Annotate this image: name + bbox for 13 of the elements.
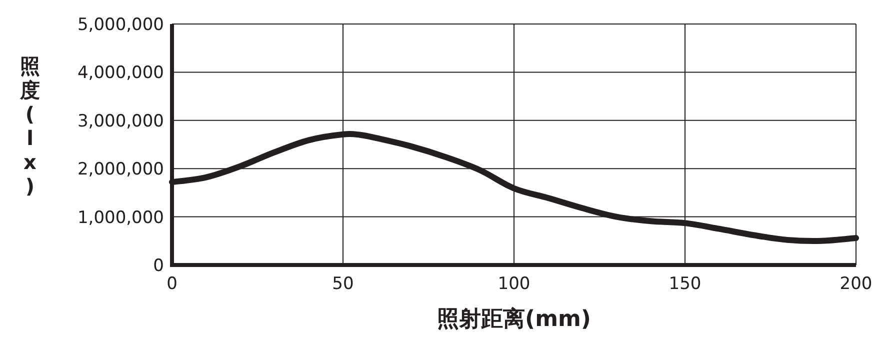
y-tick-label: 2,000,000 [77, 160, 164, 180]
y-tick-label: 3,000,000 [77, 111, 164, 132]
x-axis-title: 照射距离(mm) [437, 306, 591, 332]
x-tick-label: 150 [668, 274, 702, 294]
y-tick-label: 5,000,000 [77, 15, 164, 35]
y-tick-label: 1,000,000 [77, 208, 164, 228]
y-tick-label: 0 [153, 256, 164, 276]
x-tick-label: 0 [166, 274, 178, 294]
x-tick-label: 100 [498, 274, 530, 294]
x-tick-label: 50 [332, 274, 354, 294]
x-tick-label: 200 [840, 274, 872, 294]
y-axis-title: 照度(lx) [19, 54, 40, 198]
y-tick-label: 4,000,000 [77, 63, 164, 84]
